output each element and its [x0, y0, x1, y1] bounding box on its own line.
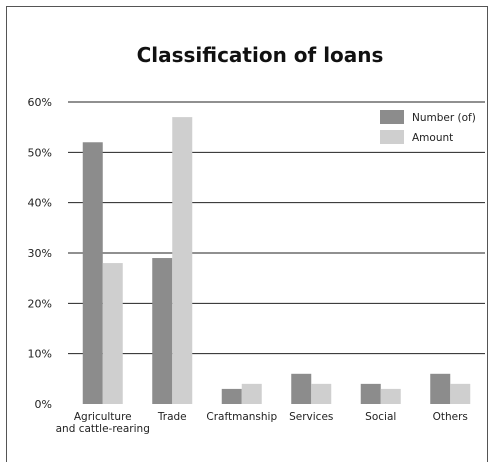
bar-amount — [172, 117, 193, 404]
chart-frame — [6, 6, 488, 462]
legend-swatch — [380, 130, 404, 144]
y-tick-label: 50% — [28, 146, 52, 159]
bar-number-of — [291, 373, 312, 404]
bar-number-of — [430, 373, 451, 404]
bar-amount — [102, 263, 123, 404]
y-tick-label: 30% — [28, 247, 52, 260]
y-tick-label: 60% — [28, 96, 52, 109]
legend-swatch — [380, 110, 404, 124]
bar-number-of — [82, 142, 103, 404]
bar-amount — [311, 383, 332, 404]
chart-title: Classification of loans — [137, 43, 384, 67]
bar-number-of — [360, 383, 381, 404]
x-category-label: Social — [365, 411, 396, 423]
x-category-label: Services — [289, 411, 333, 423]
bar-amount — [450, 383, 471, 404]
bar-amount — [380, 388, 401, 404]
bar-amount — [241, 383, 262, 404]
y-tick-label: 10% — [28, 348, 52, 361]
axes: 0% 10% 20% 30% 40% 50% 60% Agriculture and cattl… — [28, 96, 468, 435]
legend-label: Number (of) — [412, 112, 476, 124]
x-category-label: Craftmanship — [206, 411, 277, 423]
bars — [82, 117, 471, 404]
y-tick-label: 0% — [35, 398, 52, 411]
x-category-label: Others — [433, 411, 468, 423]
legend-label: Amount — [412, 132, 453, 144]
bar-number-of — [221, 388, 242, 404]
grid-lines — [68, 101, 485, 355]
y-tick-label: 20% — [28, 297, 52, 310]
bar-number-of — [152, 258, 173, 404]
y-tick-label: 40% — [28, 197, 52, 210]
legend: Number (of) Amount — [380, 110, 476, 144]
x-category-label: Agriculture and cattle-rearing — [56, 411, 150, 435]
x-category-label: Trade — [157, 411, 187, 423]
